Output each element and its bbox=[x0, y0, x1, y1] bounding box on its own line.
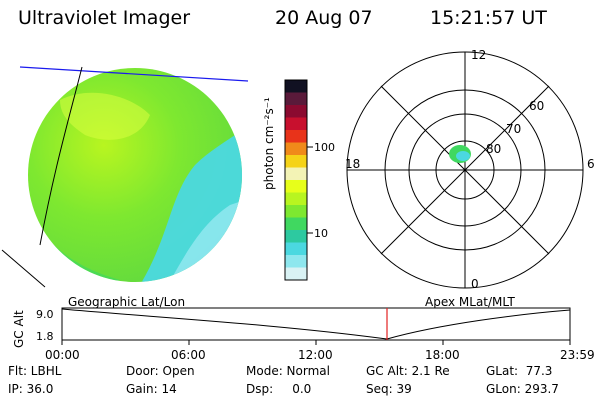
colorbar-cell bbox=[285, 80, 307, 93]
geographic-image-panel bbox=[1, 66, 249, 288]
seq-info: Seq: 39 bbox=[366, 382, 412, 396]
colorbar-frame bbox=[284, 79, 308, 281]
colorbar-cell bbox=[285, 117, 307, 131]
glon-info: GLon: 293.7 bbox=[486, 382, 559, 396]
horizon-line bbox=[19, 66, 249, 82]
colorbar-cell bbox=[285, 130, 307, 143]
colorbar-tick-label-10: 10 bbox=[314, 227, 328, 240]
colorbar-cell bbox=[285, 205, 307, 218]
colorbar-cell bbox=[285, 217, 307, 231]
timeline-frame bbox=[61, 307, 571, 341]
date-label: 20 Aug 07 bbox=[275, 7, 373, 29]
colorbar-cell bbox=[285, 142, 307, 156]
mlat-label-60: 60 bbox=[529, 99, 544, 113]
timeline-axis-label: GC Alt bbox=[12, 310, 26, 348]
colorbar-cell bbox=[285, 242, 307, 256]
polar-emission-core bbox=[456, 151, 470, 161]
x-tick-label-2: 12:00 bbox=[298, 348, 333, 362]
instrument-title: Ultraviolet Imager bbox=[18, 7, 191, 29]
colorbar: 100 10 bbox=[284, 79, 335, 281]
latitude-line bbox=[1, 249, 46, 288]
mlt-label-0: 0 bbox=[471, 277, 479, 291]
right-panel-caption: Apex MLat/MLT bbox=[425, 295, 515, 309]
x-tick-label-0: 00:00 bbox=[45, 348, 80, 362]
colorbar-unit-label: photon cm⁻²s⁻¹ bbox=[262, 97, 276, 190]
uv-image-disk bbox=[28, 68, 242, 282]
meridian-line bbox=[39, 66, 83, 246]
glat-info: GLat: 77.3 bbox=[486, 364, 553, 378]
colorbar-cell bbox=[285, 155, 307, 168]
gc-alt-info: GC Alt: 2.1 Re bbox=[366, 364, 450, 378]
colorbar-cell bbox=[285, 92, 307, 106]
colorbar-tick-label-100: 100 bbox=[314, 141, 335, 154]
mlt-label-18: 18 bbox=[345, 157, 360, 171]
dsp-info: Dsp: 0.0 bbox=[246, 382, 312, 396]
colorbar-cell bbox=[285, 255, 307, 268]
polar-axis-diag-2 bbox=[380, 85, 550, 255]
mlt-label-6: 6 bbox=[587, 157, 595, 171]
mlat-label-70: 70 bbox=[506, 122, 521, 136]
colorbar-cell bbox=[285, 180, 307, 193]
time-label: 15:21:57 UT bbox=[430, 7, 547, 29]
mlat-label-80: 80 bbox=[486, 142, 501, 156]
x-tick-label-4: 23:59 bbox=[560, 348, 595, 362]
ip-info: IP: 36.0 bbox=[8, 382, 54, 396]
mlt-label-12: 12 bbox=[471, 48, 486, 62]
y-tick-9: 9.0 bbox=[36, 308, 54, 321]
colorbar-cell bbox=[285, 105, 307, 118]
polar-plot: 12 6 0 18 60 70 80 bbox=[345, 48, 595, 291]
altitude-timeline: 9.0 1.8 00:00 06:00 12:00 18:00 23:59 bbox=[36, 307, 595, 362]
x-tick-label-1: 06:00 bbox=[171, 348, 206, 362]
colorbar-cell bbox=[285, 267, 307, 281]
x-tick-label-3: 18:00 bbox=[425, 348, 460, 362]
door-info: Door: Open bbox=[126, 364, 195, 378]
altitude-curve bbox=[61, 308, 571, 340]
colorbar-cell bbox=[285, 230, 307, 243]
colorbar-cell bbox=[285, 192, 307, 206]
gain-info: Gain: 14 bbox=[126, 382, 177, 396]
y-tick-1-8: 1.8 bbox=[36, 330, 54, 343]
colorbar-cell bbox=[285, 167, 307, 181]
left-panel-caption: Geographic Lat/Lon bbox=[68, 295, 186, 309]
mode-info: Mode: Normal bbox=[246, 364, 330, 378]
filter-info: Flt: LBHL bbox=[8, 364, 62, 378]
